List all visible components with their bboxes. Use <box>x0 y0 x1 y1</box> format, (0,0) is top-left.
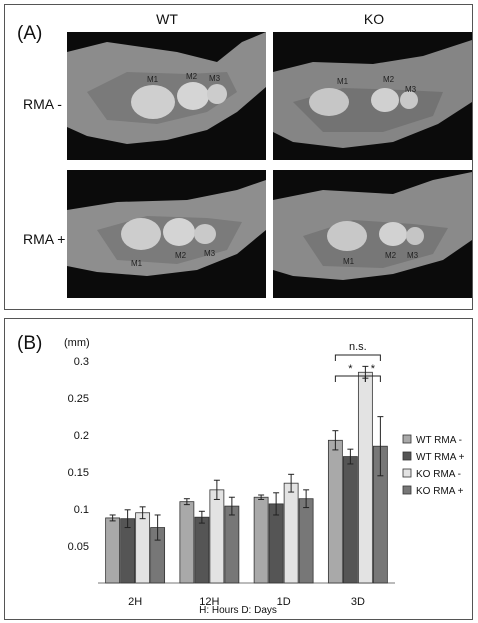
significance-bracket <box>364 375 381 382</box>
molar-label: M2 <box>186 72 198 81</box>
significance-label: * <box>371 363 376 375</box>
bar <box>105 517 121 584</box>
molar-label: M1 <box>147 75 159 84</box>
row-label-rma-plus: RMA + <box>23 231 66 247</box>
column-label-ko: KO <box>363 11 385 27</box>
bar-chart: (mm) 0.05 0.1 0.15 0.2 0.25 0.3 2H 12H 1D 3D n.s. * *… <box>64 337 465 616</box>
column-label-wt: WT <box>156 11 178 27</box>
molar-label: M1 <box>343 257 355 266</box>
bar <box>283 482 299 584</box>
row-label-rma-minus: RMA - <box>23 96 62 112</box>
y-tick-label: 0.15 <box>68 467 89 479</box>
legend-entry: WT RMA - <box>416 435 462 446</box>
molar-label: M1 <box>131 259 143 268</box>
y-tick-label: 0.05 <box>68 541 89 553</box>
molar-label: M2 <box>175 251 187 260</box>
significance-bracket <box>334 354 381 361</box>
bar <box>298 498 314 584</box>
bar <box>209 489 225 584</box>
legend-entry: KO RMA + <box>416 486 464 497</box>
legend-entry: WT RMA + <box>416 452 465 463</box>
panel-a: (A) WT KO RMA - RMA + M1 M2 M3 M1 M2 M3 <box>4 4 473 310</box>
bar <box>253 496 269 584</box>
bar <box>268 503 284 584</box>
bar <box>357 371 373 584</box>
molar-label: M2 <box>383 75 395 84</box>
footnote: H: Hours D: Days <box>199 605 277 616</box>
molar-label: M3 <box>405 85 417 94</box>
x-tick-label: 3D <box>351 596 365 608</box>
x-tick-label: 1D <box>277 596 291 608</box>
photo-ko-rma-minus: M1 M2 M3 <box>273 32 472 160</box>
y-tick-label: 0.3 <box>74 356 89 368</box>
x-tick-label: 12H <box>199 596 219 608</box>
legend-entry: KO RMA - <box>416 469 461 480</box>
y-tick-label: 0.1 <box>74 504 89 516</box>
bar <box>327 439 343 584</box>
panel-b: (B) (mm) 0.05 0.1 0.15 0.2 0.25 0.3 2H 12H 1D 3D n.… <box>4 318 473 620</box>
molar-label: M1 <box>337 77 349 86</box>
bar <box>120 518 136 584</box>
x-tick-label: 2H <box>128 596 142 608</box>
molar-label: M3 <box>204 249 216 258</box>
y-axis-label: (mm) <box>64 337 90 349</box>
photo-ko-rma-plus: M1 M2 M3 <box>273 170 472 298</box>
molar-label: M2 <box>385 251 397 260</box>
panel-a-label: (A) <box>17 23 43 44</box>
y-tick-label: 0.25 <box>68 393 89 405</box>
molar-label: M3 <box>209 74 221 83</box>
bar <box>179 501 195 584</box>
significance-label: n.s. <box>349 341 367 353</box>
panel-b-label: (B) <box>17 333 43 354</box>
significance-label: * <box>348 363 353 375</box>
legend-swatch <box>402 434 412 444</box>
legend-swatch <box>402 485 412 495</box>
photo-wt-rma-plus: M1 M2 M3 <box>67 170 266 298</box>
y-tick-label: 0.2 <box>74 430 89 442</box>
legend-swatch <box>402 451 412 461</box>
bar <box>342 456 358 584</box>
bar <box>224 505 240 584</box>
photo-wt-rma-minus: M1 M2 M3 <box>67 32 266 160</box>
legend-swatch <box>402 468 412 478</box>
bar <box>135 512 151 584</box>
molar-label: M3 <box>407 251 419 260</box>
bar <box>194 516 210 584</box>
